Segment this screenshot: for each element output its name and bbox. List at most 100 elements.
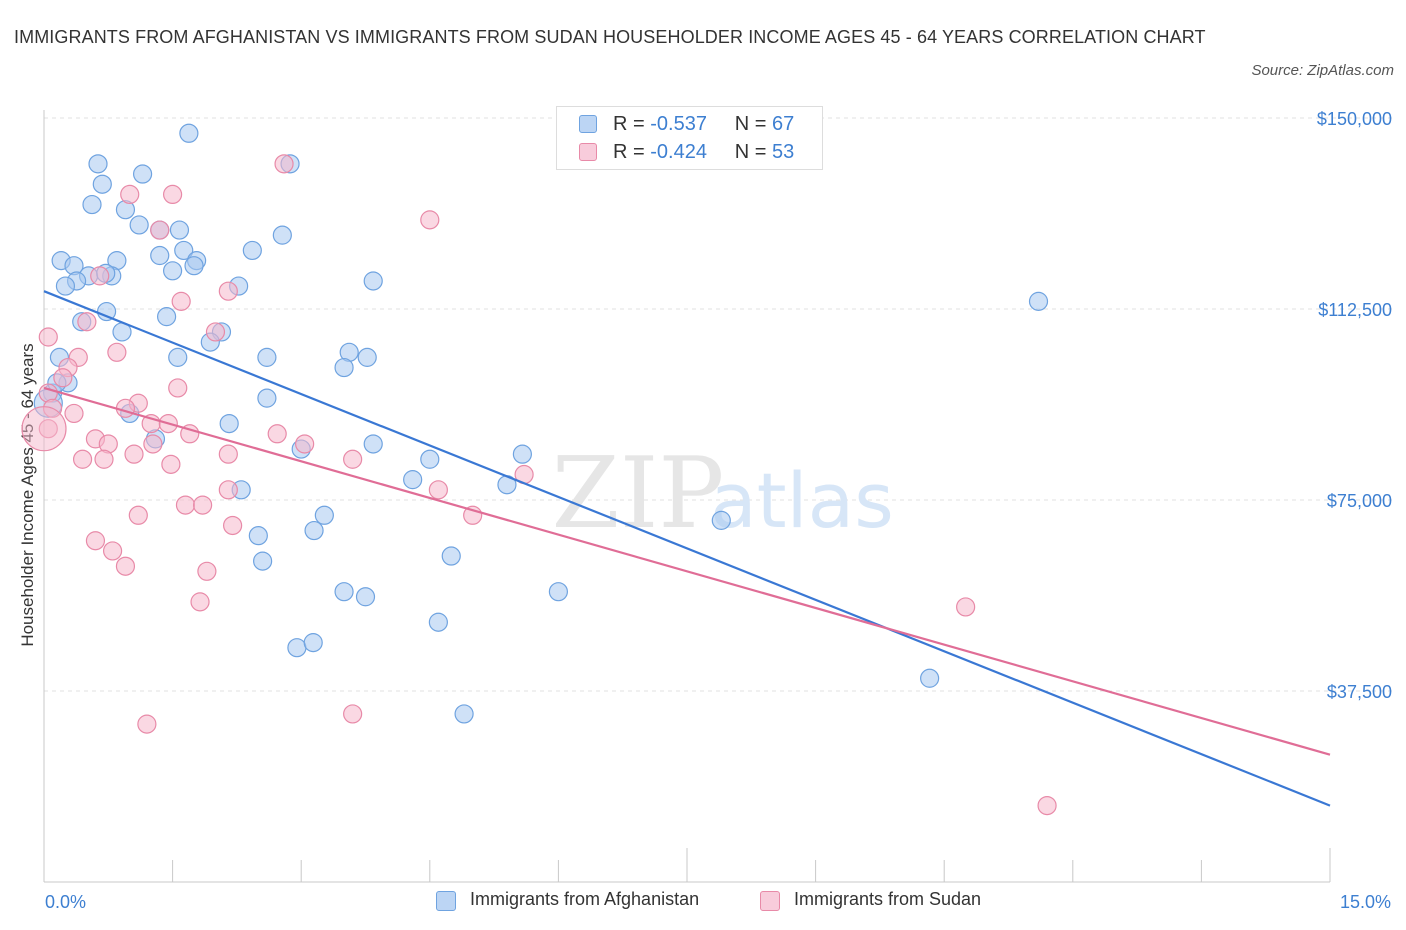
sudan-point bbox=[193, 495, 213, 515]
afghanistan-point bbox=[428, 612, 448, 632]
sudan-point bbox=[38, 327, 58, 347]
legend-n-label: N = bbox=[734, 141, 767, 163]
afghanistan-point bbox=[303, 633, 323, 653]
bottom-legend-swatch-afghanistan bbox=[436, 891, 456, 911]
legend-n-value: 67 bbox=[772, 113, 795, 135]
afghanistan-point bbox=[248, 526, 268, 546]
afghanistan-point bbox=[88, 154, 108, 174]
afghanistan-point bbox=[168, 347, 188, 367]
sudan-point bbox=[428, 480, 448, 500]
afghanistan-point bbox=[355, 587, 376, 607]
chart-title: IMMIGRANTS FROM AFGHANISTAN VS IMMIGRANT… bbox=[14, 27, 1206, 47]
sudan-point bbox=[218, 444, 238, 464]
afghanistan-point bbox=[272, 225, 292, 245]
afghanistan-point bbox=[363, 434, 383, 454]
sudan-point bbox=[72, 449, 93, 469]
gridlines bbox=[44, 117, 1392, 692]
sudan-point bbox=[143, 434, 163, 454]
afghanistan-point bbox=[174, 240, 194, 261]
afghanistan-point bbox=[163, 261, 183, 281]
trend-line-afghanistan bbox=[43, 290, 1331, 807]
afghanistan-point bbox=[334, 357, 354, 378]
afghanistan-point bbox=[156, 307, 177, 327]
bottom-legend-swatch-sudan bbox=[760, 891, 780, 911]
bottom-legend-label-afghanistan: Immigrants from Afghanistan bbox=[470, 889, 700, 909]
sudan-point bbox=[102, 541, 123, 561]
sudan-point bbox=[956, 597, 976, 617]
y-tick-label: $112,500 bbox=[1318, 300, 1392, 320]
afghanistan-point bbox=[257, 347, 277, 367]
afghanistan-point bbox=[920, 668, 940, 688]
sudan-point bbox=[90, 266, 110, 286]
afghanistan-point bbox=[184, 256, 204, 276]
legend-r-label: R = bbox=[613, 141, 645, 163]
legend-swatch-sudan bbox=[579, 143, 597, 161]
source-label: Source: ZipAtlas.com bbox=[1251, 62, 1394, 79]
trend-line-sudan bbox=[43, 386, 1331, 756]
afghanistan-point bbox=[420, 449, 440, 469]
sudan-point bbox=[53, 368, 73, 388]
afghanistan-point bbox=[314, 505, 334, 525]
afghanistan-point bbox=[548, 582, 569, 602]
sudan-point bbox=[343, 704, 363, 724]
afghanistan-point bbox=[304, 520, 324, 541]
x-tick-label-min: 0.0% bbox=[45, 892, 87, 912]
afghanistan-point bbox=[454, 704, 474, 724]
y-tick-label: $150,000 bbox=[1317, 109, 1392, 129]
sudan-point bbox=[171, 291, 191, 311]
legend-r-value: -0.424 bbox=[650, 141, 707, 163]
sudan-point bbox=[120, 184, 140, 204]
afghanistan-point bbox=[219, 414, 239, 434]
sudan-point bbox=[107, 342, 127, 362]
sudan-point bbox=[85, 531, 106, 551]
sudan-point bbox=[343, 449, 363, 469]
sudan-point bbox=[94, 449, 114, 469]
afghanistan-point bbox=[92, 174, 112, 194]
sudan-point bbox=[274, 154, 294, 174]
afghanistan-point bbox=[441, 546, 461, 566]
afghanistan-point bbox=[357, 347, 377, 367]
sudan-point bbox=[161, 454, 181, 474]
afghanistan-point bbox=[257, 388, 277, 408]
afghanistan-point bbox=[711, 510, 731, 530]
sudan-point bbox=[163, 184, 183, 204]
y-tick-label: $37,500 bbox=[1327, 682, 1392, 702]
afghanistan-point bbox=[512, 444, 532, 464]
afghanistan-point bbox=[287, 638, 307, 658]
sudan-point bbox=[124, 444, 144, 464]
afghanistan-point bbox=[334, 582, 354, 602]
sudan-point bbox=[197, 561, 217, 581]
sudan-point bbox=[218, 480, 238, 500]
afghanistan-point bbox=[403, 470, 423, 490]
bottom-legend-label-sudan: Immigrants from Sudan bbox=[794, 889, 982, 909]
sudan-point bbox=[223, 515, 243, 536]
sudan-point bbox=[420, 210, 440, 230]
sudan-point bbox=[77, 312, 97, 332]
afghanistan-point bbox=[169, 220, 190, 240]
sudan-point bbox=[115, 556, 136, 576]
afghanistan-point bbox=[253, 551, 273, 571]
x-tick-label-max: 15.0% bbox=[1340, 892, 1392, 912]
legend-n-label: N = bbox=[734, 113, 767, 135]
legend-r-value: -0.537 bbox=[650, 113, 707, 135]
sudan-point bbox=[128, 505, 148, 525]
sudan-point bbox=[137, 714, 157, 734]
afghanistan-point bbox=[1028, 291, 1049, 311]
legend-swatch-afghanistan bbox=[579, 115, 597, 133]
trend-lines bbox=[43, 290, 1331, 807]
sudan-point bbox=[175, 495, 196, 515]
sudan-point bbox=[190, 592, 210, 612]
afghanistan-point bbox=[55, 276, 76, 296]
legend-n-value: 53 bbox=[772, 141, 795, 163]
sudan-point bbox=[21, 406, 67, 452]
afghanistan-point bbox=[150, 245, 170, 266]
watermark: ZIP atlas bbox=[552, 437, 894, 551]
legend-r-label: R = bbox=[613, 113, 645, 135]
series-afghanistan-points bbox=[33, 123, 1049, 724]
sudan-point bbox=[168, 378, 188, 398]
afghanistan-point bbox=[242, 240, 262, 261]
sudan-point bbox=[64, 403, 84, 424]
correlation-legend: R = -0.537 N = 67 R = -0.424 N = 53 bbox=[556, 106, 823, 170]
afghanistan-point bbox=[132, 164, 153, 184]
